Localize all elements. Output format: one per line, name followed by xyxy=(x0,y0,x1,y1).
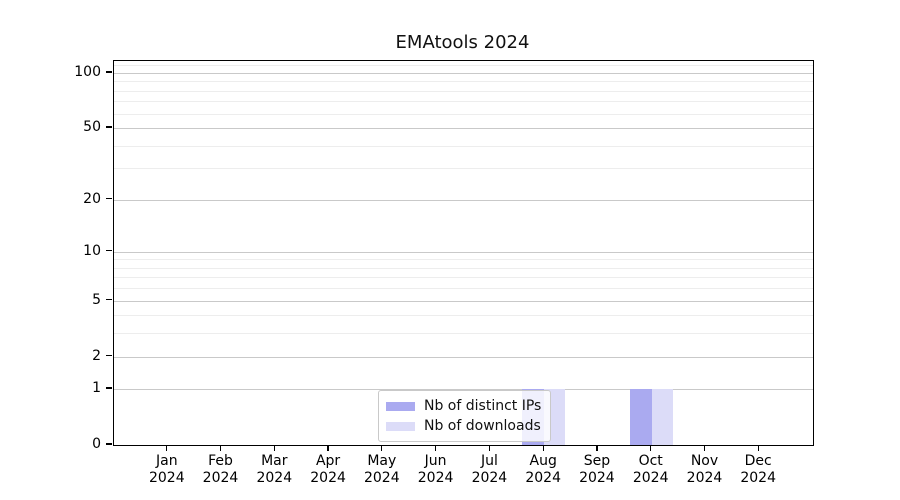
y-axis-tick-label: 0 xyxy=(92,436,101,452)
x-axis-tick xyxy=(596,445,598,451)
gridline-major xyxy=(114,356,813,358)
gridline-minor xyxy=(114,267,813,269)
y-axis-tick-label: 5 xyxy=(92,291,101,308)
y-axis-tick-label: 20 xyxy=(83,190,101,207)
x-axis-tick-label: Sep 2024 xyxy=(579,453,615,486)
x-axis-tick xyxy=(542,445,544,451)
x-axis-tick-label: Oct 2024 xyxy=(632,453,669,486)
x-axis-tick-label: Feb 2024 xyxy=(202,453,239,486)
x-axis-tick-label: Apr 2024 xyxy=(310,453,346,486)
gridline-minor xyxy=(114,90,813,92)
legend: Nb of distinct IPs Nb of downloads xyxy=(378,390,552,442)
x-axis-tick xyxy=(166,445,168,451)
x-axis-tick xyxy=(757,445,759,451)
chart-title: EMAtools 2024 xyxy=(395,32,530,53)
x-axis-tick-label: May 2024 xyxy=(363,453,400,486)
gridline-major xyxy=(114,300,813,302)
y-axis-tick-label: 100 xyxy=(74,64,101,80)
x-axis-tick-label: Jun 2024 xyxy=(417,453,454,486)
gridline-minor xyxy=(114,315,813,317)
y-axis-tick-label: 2 xyxy=(92,347,101,364)
gridline-major xyxy=(114,128,813,130)
x-axis-tick-label: Dec 2024 xyxy=(740,453,776,486)
legend-swatch-distinct-ips xyxy=(386,401,415,411)
gridline-major xyxy=(114,73,813,74)
gridline-minor xyxy=(114,145,813,147)
gridline-minor xyxy=(114,333,813,335)
y-axis-tick xyxy=(106,126,112,128)
gridline-major xyxy=(114,251,813,253)
legend-item-downloads: Nb of downloads xyxy=(386,416,541,436)
gridline-minor xyxy=(114,277,813,279)
legend-item-distinct-ips: Nb of distinct IPs xyxy=(386,396,541,416)
x-axis-tick xyxy=(434,445,437,451)
x-axis-tick xyxy=(488,445,491,451)
gridline-major xyxy=(114,389,813,391)
x-axis-tick-label: Aug 2024 xyxy=(525,453,561,486)
gridline-minor xyxy=(114,65,813,67)
y-axis-tick-label: 10 xyxy=(83,242,101,259)
x-axis-tick-label: Mar 2024 xyxy=(256,453,293,486)
bar-downloads xyxy=(651,389,673,445)
legend-swatch-downloads xyxy=(386,421,415,431)
x-axis-tick xyxy=(219,445,222,451)
plot-area: Nb of distinct IPs Nb of downloads xyxy=(113,60,814,446)
gridline-minor xyxy=(114,288,813,290)
y-axis-tick xyxy=(106,71,112,73)
gridline-minor xyxy=(114,259,813,261)
x-axis-tick-label: Jan 2024 xyxy=(148,453,185,486)
x-axis-tick xyxy=(703,445,706,451)
y-axis-tick-label: 1 xyxy=(92,380,101,397)
y-axis-tick-label: 50 xyxy=(83,119,101,136)
gridline-minor xyxy=(114,101,813,103)
legend-label-downloads: Nb of downloads xyxy=(424,418,541,434)
legend-label-distinct-ips: Nb of distinct IPs xyxy=(424,398,542,414)
x-axis-tick xyxy=(273,445,275,451)
y-axis-tick xyxy=(106,354,112,357)
gridline-minor xyxy=(114,81,813,83)
x-axis-tick-label: Nov 2024 xyxy=(686,453,723,486)
y-axis-tick xyxy=(106,250,112,252)
x-axis-tick xyxy=(650,445,652,451)
gridline-minor xyxy=(114,113,813,115)
x-axis-tick-label: Jul 2024 xyxy=(471,453,508,486)
y-axis-tick xyxy=(106,443,112,445)
x-axis-tick xyxy=(381,445,383,451)
y-axis-tick xyxy=(106,298,112,301)
y-axis-tick xyxy=(106,387,112,389)
y-axis-tick xyxy=(106,197,112,200)
bar-distinct-ips xyxy=(629,389,652,445)
gridline-major xyxy=(114,199,813,201)
x-axis-tick xyxy=(327,445,329,451)
gridline-minor xyxy=(114,168,813,170)
